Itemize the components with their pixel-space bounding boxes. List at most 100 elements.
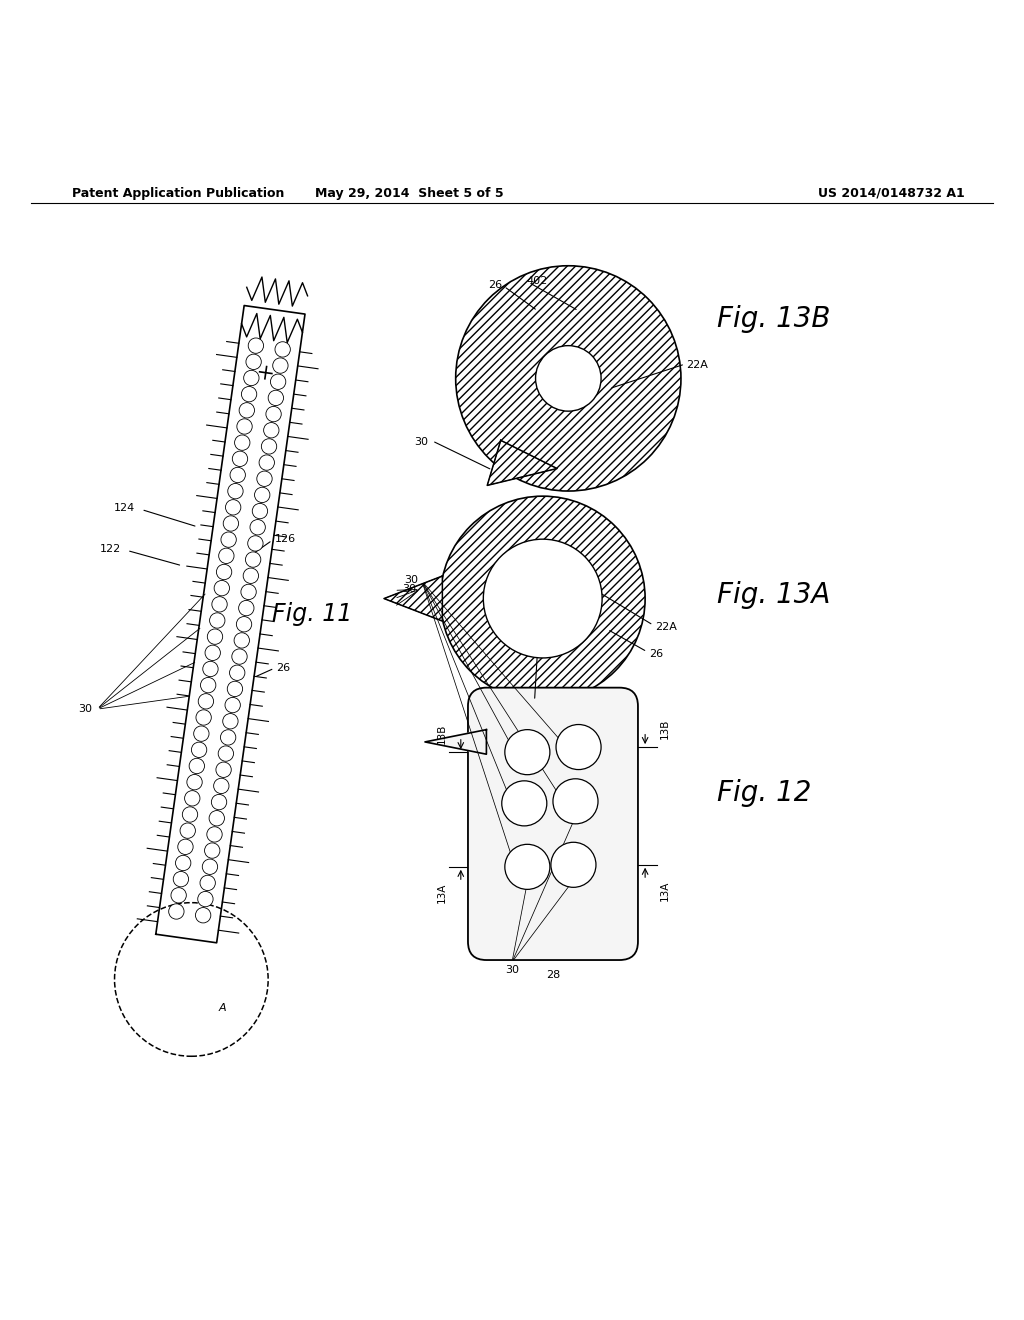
Polygon shape — [425, 730, 486, 754]
Text: 402: 402 — [526, 276, 548, 286]
Text: 13A: 13A — [436, 882, 446, 903]
Text: 122: 122 — [99, 544, 121, 554]
Polygon shape — [156, 305, 305, 942]
Circle shape — [173, 871, 188, 887]
Circle shape — [194, 726, 209, 742]
Circle shape — [505, 845, 550, 890]
Circle shape — [196, 908, 211, 923]
Circle shape — [553, 779, 598, 824]
Circle shape — [201, 677, 216, 693]
Circle shape — [216, 762, 231, 777]
Circle shape — [556, 725, 601, 770]
Text: Fig. 11: Fig. 11 — [272, 602, 352, 626]
Circle shape — [243, 568, 258, 583]
Text: 28: 28 — [546, 970, 560, 981]
Text: Fig. 12: Fig. 12 — [717, 779, 811, 807]
Circle shape — [263, 422, 279, 438]
Circle shape — [456, 265, 681, 491]
Circle shape — [502, 781, 547, 826]
Circle shape — [248, 536, 263, 550]
Text: 30: 30 — [505, 965, 519, 975]
Circle shape — [211, 795, 226, 809]
Text: 26: 26 — [487, 280, 502, 290]
Circle shape — [237, 418, 252, 434]
Circle shape — [182, 807, 198, 822]
Text: 13B: 13B — [659, 718, 670, 739]
Circle shape — [205, 645, 220, 660]
Circle shape — [214, 581, 229, 595]
Circle shape — [259, 455, 274, 470]
Circle shape — [227, 681, 243, 697]
Circle shape — [239, 601, 254, 615]
Circle shape — [483, 539, 602, 657]
Text: A: A — [218, 1003, 226, 1014]
Circle shape — [268, 391, 284, 405]
Text: 26: 26 — [536, 553, 550, 562]
Circle shape — [240, 403, 255, 418]
Circle shape — [196, 710, 211, 725]
Circle shape — [248, 338, 263, 354]
Circle shape — [225, 697, 241, 713]
Circle shape — [242, 387, 257, 401]
Circle shape — [440, 496, 645, 701]
FancyBboxPatch shape — [468, 688, 638, 960]
Circle shape — [246, 552, 261, 568]
Circle shape — [169, 904, 184, 919]
Text: 26: 26 — [276, 663, 291, 673]
Circle shape — [252, 503, 267, 519]
Text: 30: 30 — [401, 585, 416, 594]
Circle shape — [237, 616, 252, 632]
Circle shape — [257, 471, 272, 487]
Text: 22A: 22A — [655, 622, 677, 632]
Text: 13B: 13B — [436, 723, 446, 744]
Circle shape — [220, 730, 236, 744]
Text: Patent Application Publication: Patent Application Publication — [72, 186, 284, 199]
Circle shape — [272, 358, 288, 374]
Circle shape — [232, 451, 248, 466]
Polygon shape — [487, 441, 557, 486]
Circle shape — [219, 548, 234, 564]
Circle shape — [241, 585, 256, 599]
Text: 124: 124 — [114, 503, 135, 513]
Circle shape — [199, 693, 214, 709]
Circle shape — [505, 730, 550, 775]
Text: 30: 30 — [403, 576, 418, 585]
Text: 126: 126 — [274, 535, 296, 544]
Circle shape — [178, 840, 194, 854]
Text: May 29, 2014  Sheet 5 of 5: May 29, 2014 Sheet 5 of 5 — [315, 186, 504, 199]
Circle shape — [223, 714, 239, 729]
Circle shape — [205, 843, 220, 858]
Circle shape — [207, 826, 222, 842]
Circle shape — [246, 354, 261, 370]
Circle shape — [210, 612, 225, 628]
Circle shape — [536, 346, 601, 411]
Text: US 2014/0148732 A1: US 2014/0148732 A1 — [817, 186, 965, 199]
Circle shape — [270, 374, 286, 389]
Circle shape — [175, 855, 190, 871]
Text: 26: 26 — [649, 649, 664, 659]
Circle shape — [221, 532, 237, 548]
Circle shape — [261, 438, 276, 454]
Polygon shape — [384, 576, 442, 622]
Text: 13A: 13A — [659, 880, 670, 900]
Circle shape — [223, 516, 239, 531]
Circle shape — [186, 775, 202, 789]
Text: Fig. 13B: Fig. 13B — [717, 305, 830, 333]
Circle shape — [255, 487, 270, 503]
Circle shape — [214, 779, 229, 793]
Circle shape — [244, 371, 259, 385]
Circle shape — [266, 407, 282, 422]
Circle shape — [203, 661, 218, 677]
Circle shape — [234, 632, 250, 648]
Circle shape — [216, 565, 231, 579]
Circle shape — [209, 810, 224, 826]
Circle shape — [203, 859, 218, 874]
Circle shape — [191, 742, 207, 758]
Circle shape — [171, 887, 186, 903]
Circle shape — [184, 791, 200, 807]
Circle shape — [200, 875, 215, 891]
Circle shape — [551, 842, 596, 887]
Text: 30: 30 — [78, 704, 92, 714]
Circle shape — [229, 665, 245, 680]
Circle shape — [227, 483, 243, 499]
